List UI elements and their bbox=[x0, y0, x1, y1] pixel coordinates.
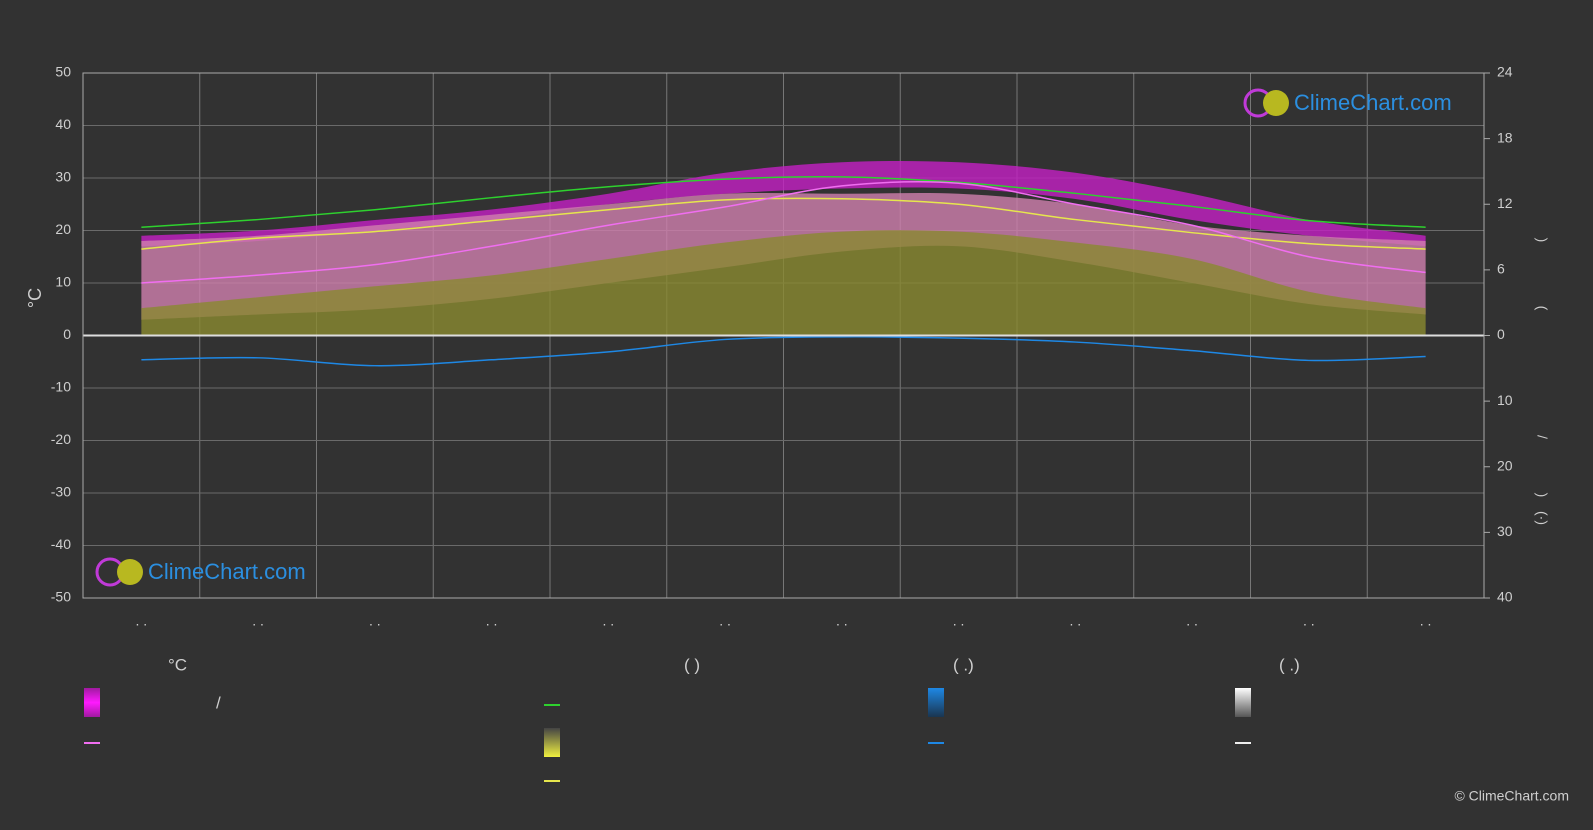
logo-sun bbox=[117, 559, 143, 585]
x-tick-label: . . bbox=[603, 613, 615, 629]
legend-header: °C bbox=[168, 655, 187, 674]
legend-swatch bbox=[84, 688, 100, 717]
x-tick-label: . . bbox=[369, 613, 381, 629]
x-tick-label: . . bbox=[719, 613, 731, 629]
x-tick-label: . . bbox=[252, 613, 264, 629]
logo-text: ClimeChart.com bbox=[1294, 90, 1452, 115]
x-tick-label: . . bbox=[953, 613, 965, 629]
y-tick-label: -10 bbox=[51, 379, 71, 395]
right-axis-label: ) bbox=[1534, 493, 1550, 498]
y3-tick-label: 40 bbox=[1497, 589, 1513, 605]
plot-frame bbox=[82, 72, 1485, 599]
x-tick-label: . . bbox=[1186, 613, 1198, 629]
copyright: © ClimeChart.com bbox=[1454, 788, 1569, 804]
y2-tick-label: 12 bbox=[1497, 195, 1513, 211]
x-tick-label: . . bbox=[136, 613, 148, 629]
y-axis-label: °C bbox=[25, 288, 45, 308]
legend-header: ( .) bbox=[1279, 655, 1300, 674]
right-axis-label: ) bbox=[1534, 238, 1550, 243]
legend: °C ( ) ( .) ( .) / bbox=[84, 655, 1300, 782]
right-axis-label: (·) bbox=[1534, 511, 1550, 525]
y-tick-label: 30 bbox=[55, 169, 71, 185]
right-axis-label: / bbox=[1534, 435, 1550, 439]
y-tick-label: -20 bbox=[51, 431, 71, 447]
legend-header: ( ) bbox=[684, 655, 700, 674]
plot: -50 -40 -30 -20 -10 0 10 20 30 40 50 0 6 12 18 24 10 20 30… bbox=[51, 64, 1513, 629]
logo-sun bbox=[1263, 90, 1289, 116]
y3-tick-label: 20 bbox=[1497, 457, 1513, 473]
y3-tick-label: 30 bbox=[1497, 523, 1513, 539]
y-tick-label: -30 bbox=[51, 484, 71, 500]
y2-tick-label: 0 bbox=[1497, 326, 1505, 342]
x-tick-label: . . bbox=[1303, 613, 1315, 629]
x-tick-label: . . bbox=[836, 613, 848, 629]
line bbox=[141, 176, 1426, 228]
area bbox=[141, 160, 1426, 247]
legend-swatch bbox=[544, 728, 560, 757]
legend-swatch bbox=[928, 688, 944, 717]
y2-tick-label: 6 bbox=[1497, 261, 1505, 277]
y3-tick-label: 10 bbox=[1497, 392, 1513, 408]
y-tick-label: 50 bbox=[55, 64, 71, 80]
y-tick-label: 0 bbox=[63, 326, 71, 342]
x-tick-label: . . bbox=[486, 613, 498, 629]
y-tick-label: 40 bbox=[55, 116, 71, 132]
x-tick-label: . . bbox=[1070, 613, 1082, 629]
area bbox=[141, 230, 1426, 336]
y2-tick-label: 18 bbox=[1497, 129, 1513, 145]
right-axis-label: ( bbox=[1534, 306, 1550, 311]
line bbox=[141, 336, 1426, 367]
line bbox=[141, 180, 1426, 284]
y-tick-label: -40 bbox=[51, 536, 71, 552]
y-tick-label: 20 bbox=[55, 221, 71, 237]
legend-text: / bbox=[216, 693, 221, 712]
logo-text: ClimeChart.com bbox=[148, 559, 306, 584]
x-tick-label: . . bbox=[1420, 613, 1432, 629]
logo: ClimeChart.com bbox=[1243, 88, 1452, 118]
y-tick-label: -50 bbox=[51, 589, 71, 605]
logo: ClimeChart.com bbox=[95, 557, 306, 587]
y2-tick-label: 24 bbox=[1497, 64, 1513, 80]
legend-swatch bbox=[1235, 688, 1251, 717]
legend-header: ( .) bbox=[953, 655, 974, 674]
line bbox=[141, 197, 1426, 250]
y-tick-label: 10 bbox=[55, 274, 71, 290]
